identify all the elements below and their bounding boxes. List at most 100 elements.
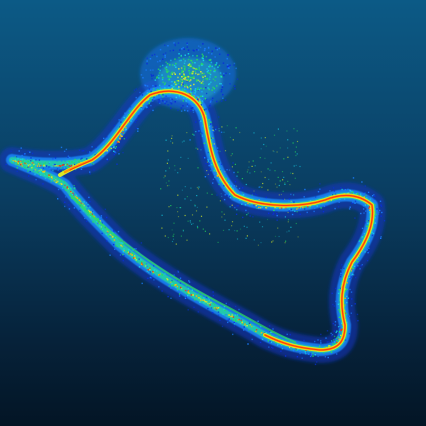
- scan-point: [223, 190, 224, 191]
- scan-point: [61, 160, 62, 161]
- scan-point: [232, 188, 233, 189]
- scan-point: [209, 66, 211, 68]
- scan-point: [179, 73, 181, 75]
- scan-point: [33, 164, 34, 165]
- scan-point: [253, 205, 254, 206]
- scan-point: [349, 333, 350, 334]
- scan-point: [130, 106, 131, 107]
- scan-point: [147, 90, 148, 91]
- scan-point: [196, 55, 198, 57]
- scan-point: [66, 187, 67, 188]
- scan-point: [189, 64, 191, 66]
- scan-point: [39, 163, 40, 164]
- scan-point: [265, 137, 266, 138]
- scan-point: [219, 54, 221, 56]
- scan-point: [196, 195, 197, 196]
- scan-point: [223, 132, 224, 133]
- trajectory-halo: [12, 91, 373, 350]
- scan-point: [166, 66, 168, 68]
- scan-point: [176, 88, 177, 89]
- scan-point: [170, 141, 171, 142]
- scan-point: [40, 172, 41, 173]
- scan-point: [222, 86, 224, 88]
- scan-point: [285, 242, 286, 243]
- scan-point: [104, 143, 105, 144]
- scan-point: [89, 201, 90, 202]
- scan-point: [293, 201, 294, 202]
- scan-point: [204, 301, 205, 302]
- scan-point: [164, 101, 166, 103]
- scan-point: [199, 302, 200, 303]
- scan-point: [138, 115, 139, 116]
- scan-point: [361, 253, 362, 254]
- scan-point: [234, 207, 235, 208]
- scan-point: [179, 295, 180, 296]
- scan-point: [206, 56, 208, 58]
- scan-point: [180, 294, 181, 295]
- scan-point: [347, 282, 348, 283]
- scan-point: [202, 77, 204, 79]
- scan-point: [28, 161, 29, 162]
- scan-point: [107, 159, 108, 160]
- scan-point: [300, 214, 301, 215]
- scan-point: [61, 147, 62, 148]
- scan-point: [113, 244, 114, 245]
- scan-point: [339, 311, 340, 312]
- scan-point: [248, 213, 249, 214]
- scan-point: [245, 210, 246, 211]
- scan-point: [30, 165, 31, 166]
- scan-point: [253, 160, 254, 161]
- scan-point: [212, 127, 213, 128]
- scan-point: [349, 289, 350, 290]
- scan-point: [67, 167, 68, 168]
- scan-point: [18, 163, 19, 164]
- scan-point: [33, 166, 34, 167]
- scan-point: [158, 286, 159, 287]
- scan-point: [356, 267, 357, 268]
- scan-point: [146, 63, 148, 65]
- scan-point: [214, 80, 216, 82]
- scan-point: [341, 189, 342, 190]
- scan-point: [190, 64, 192, 66]
- scan-point: [75, 196, 76, 197]
- scan-point: [357, 265, 358, 266]
- scan-point: [232, 166, 233, 167]
- scan-point: [71, 165, 72, 166]
- scan-point: [221, 211, 222, 212]
- scan-point: [234, 63, 236, 64]
- scan-point: [227, 58, 229, 60]
- scan-point: [153, 270, 154, 271]
- scan-point: [206, 93, 207, 94]
- scan-point: [240, 229, 241, 230]
- scan-point: [195, 71, 197, 73]
- scan-point: [192, 214, 193, 215]
- scan-point: [314, 341, 315, 342]
- scan-point: [187, 295, 188, 296]
- scan-point: [214, 143, 215, 144]
- scan-point: [272, 240, 273, 241]
- scan-point: [244, 324, 245, 325]
- scan-point: [193, 307, 194, 308]
- scan-point: [273, 334, 274, 335]
- scan-point: [333, 323, 334, 324]
- scan-point: [235, 321, 236, 322]
- scan-point: [254, 239, 255, 240]
- scan-point: [209, 109, 210, 110]
- scan-point: [319, 189, 320, 190]
- scan-point: [159, 101, 161, 103]
- scan-point: [222, 326, 223, 327]
- scan-point: [288, 230, 289, 231]
- scan-point: [208, 120, 209, 121]
- scan-point: [220, 181, 221, 182]
- scan-point: [237, 78, 239, 80]
- scan-point: [30, 157, 31, 158]
- scan-point: [10, 151, 11, 152]
- scan-point: [152, 85, 154, 87]
- scan-point: [167, 63, 169, 65]
- scan-point: [209, 76, 211, 78]
- scan-point: [214, 68, 216, 70]
- scan-point: [325, 356, 326, 357]
- scan-point: [375, 211, 376, 212]
- scan-point: [192, 297, 193, 298]
